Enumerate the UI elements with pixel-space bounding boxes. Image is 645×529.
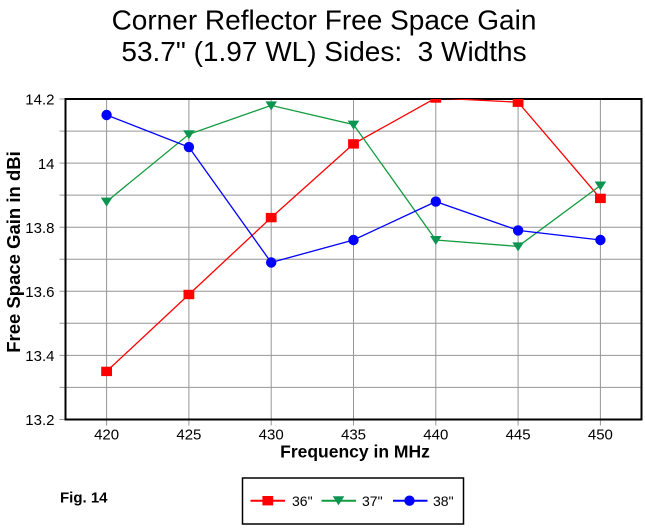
svg-text:Fig. 14: Fig. 14 (60, 490, 108, 507)
svg-text:430: 430 (259, 427, 284, 444)
svg-text:14: 14 (38, 156, 55, 173)
svg-text:420: 420 (94, 427, 119, 444)
svg-text:440: 440 (423, 427, 448, 444)
svg-text:37": 37" (362, 493, 383, 509)
svg-text:53.7" (1.97 WL) Sides: 3 Widt: 53.7" (1.97 WL) Sides: 3 Widths (121, 36, 526, 67)
svg-text:13.2: 13.2 (25, 412, 54, 429)
svg-text:Free Space Gain in dBi: Free Space Gain in dBi (3, 151, 24, 353)
svg-text:435: 435 (341, 427, 366, 444)
svg-text:Corner Reflector Free Space Ga: Corner Reflector Free Space Gain (112, 5, 537, 36)
svg-text:425: 425 (176, 427, 201, 444)
svg-text:13.6: 13.6 (25, 284, 54, 301)
svg-text:14.2: 14.2 (25, 92, 54, 109)
svg-text:Frequency in MHz: Frequency in MHz (280, 442, 430, 462)
svg-text:38": 38" (433, 493, 454, 509)
svg-text:36": 36" (292, 493, 313, 509)
svg-text:13.4: 13.4 (25, 348, 54, 365)
svg-text:13.8: 13.8 (25, 220, 54, 237)
svg-text:445: 445 (506, 427, 531, 444)
svg-text:450: 450 (588, 427, 613, 444)
